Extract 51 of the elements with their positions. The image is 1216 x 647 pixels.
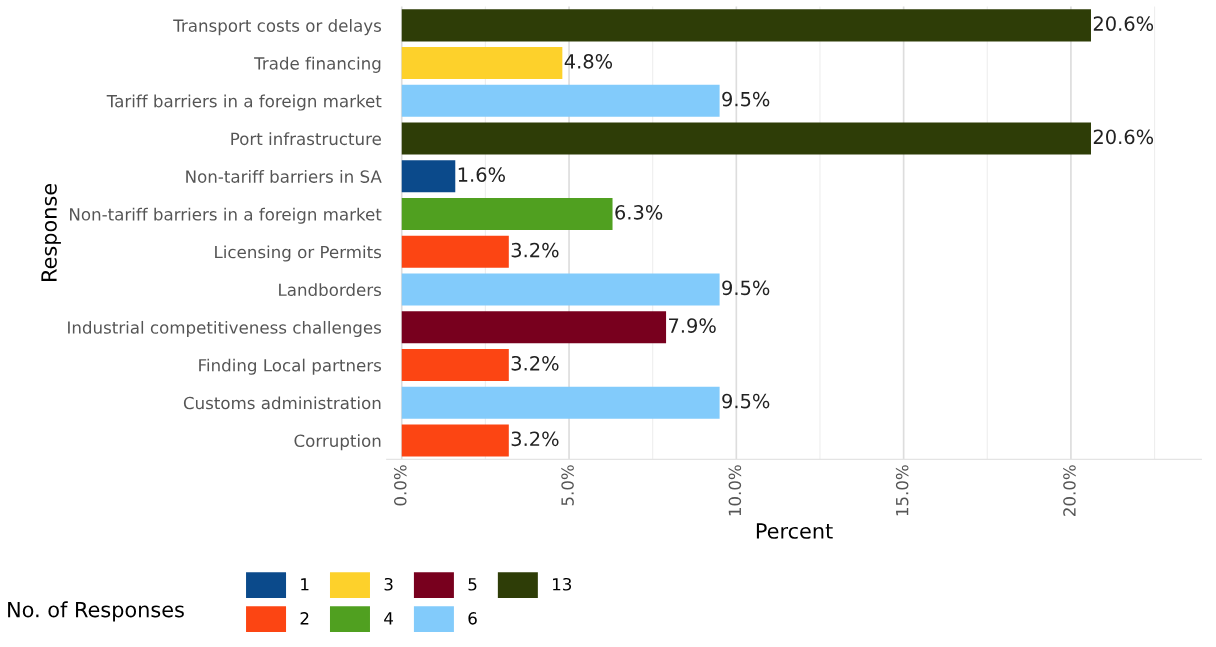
y-tick-label: Finding Local partners xyxy=(199,358,382,375)
y-tick-label: Landborders xyxy=(279,283,382,297)
legend-label: 3 xyxy=(384,577,393,591)
x-tick-label: 15.0% xyxy=(895,465,909,516)
bar xyxy=(401,311,667,344)
data-label: 9.5% xyxy=(722,280,770,296)
bar xyxy=(401,198,613,231)
y-tick-label: Transport costs or delays xyxy=(173,19,382,36)
legend-label: 1 xyxy=(301,578,309,591)
y-tick-label: Port infrastructure xyxy=(231,132,381,146)
bar xyxy=(401,160,456,193)
data-label: 6.3% xyxy=(615,204,663,220)
data-label: 7.9% xyxy=(669,318,716,333)
data-label: 9.5% xyxy=(722,393,770,409)
data-label: 4.8% xyxy=(564,54,613,69)
x-tick-label: 20.0% xyxy=(1063,465,1076,516)
y-axis-title: Response xyxy=(41,184,61,281)
data-label: 3.2% xyxy=(511,242,559,258)
bar xyxy=(401,273,720,306)
y-tick-label: Licensing or Permits xyxy=(215,245,382,262)
y-tick-label: Customs administration xyxy=(183,396,381,410)
data-label: 9.5% xyxy=(722,91,770,107)
legend-label: 4 xyxy=(384,612,393,625)
x-tick-label: 0.0% xyxy=(393,465,407,506)
y-tick-label: Corruption xyxy=(294,434,381,451)
bar xyxy=(401,84,720,117)
data-label: 3.2% xyxy=(511,355,559,371)
y-tick-label: Non-tariff barriers in a foreign market xyxy=(70,207,382,224)
legend-label: 6 xyxy=(468,612,477,625)
legend-label: 5 xyxy=(468,578,477,591)
x-tick-label: 10.0% xyxy=(728,465,742,516)
bar xyxy=(401,348,509,382)
data-label: 20.6% xyxy=(1093,129,1154,145)
bar xyxy=(401,424,509,457)
legend-label: 13 xyxy=(553,577,572,591)
bar xyxy=(401,47,563,80)
y-tick-label: Tariff barriers in a foreign market xyxy=(106,94,382,111)
bar xyxy=(401,9,1091,42)
data-label: 1.6% xyxy=(458,167,505,182)
bar xyxy=(401,386,720,419)
x-tick-label: 5.0% xyxy=(561,465,574,506)
legend-title: No. of Responses xyxy=(8,601,184,622)
bar xyxy=(401,122,1091,155)
legend-label: 2 xyxy=(300,612,309,625)
bar xyxy=(401,235,509,268)
y-tick-label: Non-tariff barriers in SA xyxy=(186,169,382,183)
data-label: 20.6% xyxy=(1093,16,1154,31)
y-tick-label: Industrial competitiveness challenges xyxy=(68,320,382,338)
y-tick-label: Trade financing xyxy=(254,56,381,73)
x-axis-title: Percent xyxy=(756,523,833,539)
data-label: 3.2% xyxy=(511,431,559,447)
